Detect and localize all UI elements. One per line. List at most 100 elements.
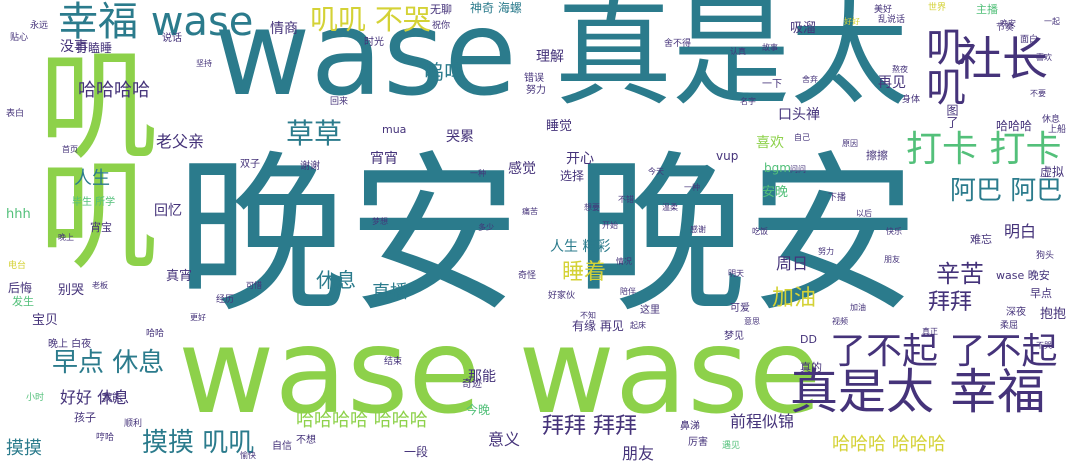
word-shenqi-hailuo: 神奇 海螺	[470, 1, 522, 15]
word-qingkuang: 情况	[616, 257, 632, 266]
word-jinwan: 今晚	[466, 403, 491, 417]
word-jingli: 经历	[216, 295, 235, 305]
word-baobao: 抱抱	[1040, 307, 1067, 322]
word-nuli: 努力	[526, 85, 546, 96]
word-lijie: 理解	[536, 49, 564, 65]
word-caocao: 草草	[286, 117, 343, 150]
word-yiduan: 一段	[404, 445, 429, 459]
word-biti: 鼻涕	[680, 421, 700, 432]
word-jiezou: 节奏	[996, 23, 1015, 33]
word-yujian: 遇见	[722, 441, 741, 451]
word-hahaha: 哈哈哈	[996, 119, 1033, 133]
word-wenrou: 温柔	[662, 203, 678, 212]
word-nuli-2: 努力	[818, 247, 834, 256]
word-yuanyin: 原因	[842, 139, 858, 148]
word-meishi: 没事	[60, 39, 88, 55]
word-zaodian-xiuxi: 早点 休息	[52, 348, 165, 378]
word-houhui: 后悔	[8, 281, 33, 295]
word-kuaile: 快乐	[886, 227, 902, 236]
word-lihai: 厉害	[688, 437, 708, 448]
word-cACA: 擦擦	[866, 149, 888, 162]
word-shebude: 舍不得	[664, 39, 692, 49]
word-vup: vup	[716, 149, 739, 163]
word-chifan: 吃饭	[752, 227, 768, 236]
word-shangchuan: 上船	[1048, 125, 1067, 135]
word-zixin: 自信	[272, 441, 292, 452]
word-xihuan: 喜欢	[756, 135, 784, 151]
word-rensheng: 人生	[74, 168, 110, 189]
word-genghao: 更好	[190, 313, 206, 322]
word-shenye: 深夜	[1006, 307, 1026, 318]
word-mingbai: 明白	[1004, 222, 1037, 241]
word-dd: DD	[800, 333, 817, 346]
word-wase-wanan: wase 晚安	[996, 269, 1050, 282]
word-jiji-large: 叽叽	[17, 42, 156, 262]
word-jintian: 今天	[648, 167, 664, 176]
word-haha: 哈哈	[146, 329, 165, 339]
word-qianchengsijin: 前程似锦	[730, 412, 795, 431]
word-rensheng-jingcai: 人生 精彩	[550, 239, 611, 255]
word-yukuai: 愉快	[240, 451, 256, 460]
word-buzhi: 不知	[580, 311, 596, 320]
word-yihou: 以后	[856, 209, 872, 218]
word-pengyou-2: 朋友	[884, 255, 900, 264]
word-zaodian: 早点	[1030, 287, 1052, 300]
word-tule: 图了	[945, 104, 959, 128]
word-keai: 可爱	[730, 303, 750, 314]
word-renzhen: 认真	[730, 47, 746, 56]
word-fasheng: 发生	[12, 295, 34, 308]
word-mengjian: 梦见	[724, 331, 744, 342]
word-bisheng-suoxue: 毕生 所学	[72, 197, 116, 208]
word-xiaobao: 宵宝	[90, 221, 112, 234]
word-wanshang: 晚上	[58, 233, 74, 242]
word-xiabo: 下播	[828, 193, 847, 203]
word-laofuqin: 老父亲	[156, 132, 205, 151]
word-jianchi: 坚持	[196, 59, 212, 68]
word-yiyi: 意义	[488, 430, 521, 449]
word-qiji: 奇迹	[462, 379, 482, 390]
word-huiyi: 回忆	[154, 203, 182, 219]
word-xuanze: 选择	[560, 169, 585, 183]
word-shunli: 顺利	[124, 419, 143, 429]
word-zaijian: 再见	[878, 75, 906, 91]
word-momo-jiji: 摸摸 叽叽	[142, 428, 255, 458]
word-aba: 阿巴 阿巴	[950, 176, 1063, 206]
word-xiaoxiao: 宵宵	[370, 151, 398, 167]
word-luanshuohua: 乱说话	[878, 15, 906, 25]
word-jiji-buku: 叽叽 不哭	[310, 3, 431, 36]
word-zhibo: 直播	[372, 282, 408, 303]
word-cuowu: 错误	[524, 73, 544, 84]
word-dakeshui: 打瞌睡	[76, 41, 113, 55]
word-jiayou-2: 加油	[850, 303, 866, 312]
word-kaixin: 开心	[566, 151, 594, 167]
word-yizhong: 一种	[470, 169, 486, 178]
word-wanan: 晚安	[1000, 19, 1016, 28]
word-anwan: 安晚	[762, 185, 789, 200]
word-zhenxiao: 真宵	[166, 269, 193, 284]
word-meihao: 美好	[874, 5, 893, 15]
word-baobei: 宝贝	[32, 313, 59, 328]
word-qiguai: 奇怪	[518, 271, 537, 281]
word-buxiang: 不想	[296, 435, 316, 446]
word-shuizhao: 睡着	[562, 260, 607, 285]
word-peiban: 陪伴	[620, 287, 636, 296]
word-ziji: 自己	[794, 133, 810, 142]
word-pengyou: 朋友	[622, 444, 655, 463]
word-buku: 不哭	[1036, 341, 1052, 350]
word-qichuang: 起床	[630, 321, 646, 330]
word-shuijiao: 睡觉	[546, 119, 573, 134]
word-goutou: 狗头	[1036, 251, 1055, 261]
word-nanwang: 难忘	[970, 233, 992, 246]
word-bieku: 别哭	[58, 283, 85, 298]
word-yizhong-2: 一种	[684, 183, 700, 192]
word-haojiahuo: 好家伙	[548, 291, 576, 301]
word-xiuxi: 休息	[316, 268, 356, 292]
word-kexi: 可惜	[246, 281, 262, 290]
word-mengxiang: 梦想	[372, 217, 388, 226]
word-koutouchan: 口头禅	[778, 107, 820, 123]
word-rouqu: 柔屈	[1000, 321, 1019, 331]
word-bgm: bgm	[764, 161, 791, 175]
word-youyuan-zaijian: 有缘 再见	[572, 319, 624, 333]
word-xiaoshi: 小时	[26, 393, 45, 403]
word-zhenshitai-xingfu: 真是太 幸福	[790, 364, 1046, 420]
